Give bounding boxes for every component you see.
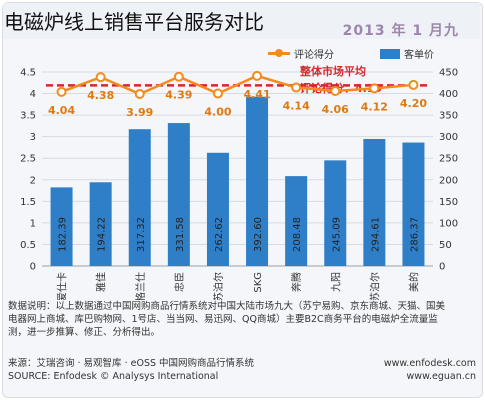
- score-point: [56, 86, 67, 97]
- score-point-label: 3.99: [126, 106, 153, 119]
- y-left-tick-label: 2: [30, 175, 36, 186]
- bar: [285, 176, 308, 266]
- score-point: [291, 82, 302, 93]
- reference-label-line-1: 整体市场平均: [299, 64, 366, 78]
- bar-value-label: 317.32: [136, 217, 147, 252]
- bar-value-label: 182.39: [58, 217, 69, 252]
- score-line: [61, 74, 414, 96]
- x-tick-label: 苏泊尔: [212, 272, 225, 300]
- source-row-2: SOURCE: Enfodesk © Analysys Internationa…: [8, 370, 476, 383]
- score-point: [212, 88, 223, 99]
- bar-value-label: 392.60: [253, 217, 264, 252]
- bar-line-chart: 0 0.5 1 1.5 2 2.5 3 3.5 4 4.5 0 50 100 150 200 250 300 35…: [20, 64, 458, 300]
- legend-item-score: 评论得分: [268, 46, 334, 61]
- chart-period: 2013 年 1 月九: [342, 23, 459, 39]
- legend-price-label: 客单价: [404, 50, 434, 61]
- y-right-tick-label: 400: [439, 89, 458, 100]
- x-tick-label: SKG: [253, 272, 264, 293]
- bar-value-label: 208.48: [292, 217, 303, 252]
- x-tick-label: 美的: [407, 272, 420, 292]
- score-point-label: 4.38: [87, 89, 114, 102]
- y-right-tick-label: 350: [439, 111, 458, 122]
- bar: [324, 160, 347, 266]
- bar-value-label: 294.61: [370, 217, 381, 252]
- score-point: [330, 85, 341, 96]
- score-point-label: 4.12: [361, 100, 388, 113]
- legend: 评论得分 客单价: [0, 44, 485, 61]
- score-point-label: 4.00: [204, 106, 231, 119]
- y-right-tick-label: 100: [439, 218, 458, 229]
- source-block: 来源：艾瑞咨询 · 易观智库 · eOSS 中国网购商品行情系统 www.enf…: [8, 357, 476, 383]
- bar: [50, 187, 73, 266]
- y-right-tick-label: 200: [439, 175, 458, 186]
- bar: [167, 123, 190, 266]
- score-point-label: 4.39: [165, 89, 192, 102]
- y-left-tick-label: 4: [30, 89, 36, 100]
- score-point: [369, 83, 380, 94]
- y-left-tick-label: 0.5: [20, 240, 36, 251]
- source-url-2[interactable]: www.eguan.cn: [406, 371, 476, 382]
- source-url-1[interactable]: www.enfodesk.com: [383, 358, 476, 369]
- footnote-line-1: 数据说明：以上数据通过中国网购商品行情系统对中国大陆市场九大（苏宁易购、京东商城…: [8, 301, 446, 312]
- y-right-tick-label: 450: [439, 68, 458, 79]
- footnote-line-3: 测，进一步推算、修正、分析得出。: [8, 327, 161, 338]
- bar-value-label: 262.62: [214, 217, 225, 252]
- y-right-tick-label: 300: [439, 132, 458, 143]
- bar: [89, 182, 112, 266]
- legend-bar-swatch: [380, 48, 400, 59]
- page-title: 电磁炉线上销售平台服务对比: [4, 10, 264, 34]
- score-point-label: 4.06: [322, 103, 349, 116]
- y-left-tick-label: 3: [30, 132, 36, 143]
- x-tick-label: 忠臣: [174, 272, 186, 292]
- header-strip: [3, 3, 480, 39]
- bar: [206, 152, 229, 266]
- y-left-tick-label: 1.5: [20, 197, 36, 208]
- legend-score-label: 评论得分: [294, 50, 334, 61]
- y-right-tick-label: 250: [439, 154, 458, 165]
- bar: [128, 129, 151, 266]
- legend-line-swatch: [268, 49, 290, 57]
- score-point-label: 4.04: [48, 104, 75, 117]
- y-left-tick-label: 4.5: [20, 68, 36, 79]
- source-text: 来源：艾瑞咨询 · 易观智库 · eOSS 中国网购商品行情系统: [8, 358, 255, 369]
- y-left-tick-label: 0: [30, 262, 36, 273]
- footnote-line-2: 电器网上商城、库巴购物网、1号店、当当网、易迅网、QQ商城）主要B2C商务平台的…: [8, 314, 438, 325]
- score-point-label: 4.14: [283, 100, 310, 113]
- x-tick-label: 奔腾: [290, 272, 303, 292]
- score-point-label: 4.41: [243, 88, 270, 101]
- x-tick-label: 雅佳: [95, 272, 108, 292]
- legend-item-price: 客单价: [380, 46, 434, 61]
- x-tick-label: 格兰仕: [134, 272, 147, 300]
- y-left-tick-label: 1: [30, 218, 36, 229]
- score-point: [134, 88, 145, 99]
- score-point: [95, 72, 106, 83]
- bar: [246, 96, 269, 266]
- bar-value-label: 286.37: [409, 217, 420, 252]
- source-row-1: 来源：艾瑞咨询 · 易观智库 · eOSS 中国网购商品行情系统 www.enf…: [8, 357, 476, 370]
- y-right-tick-label: 50: [439, 240, 452, 251]
- x-tick-label: 爱仕卡: [56, 272, 69, 300]
- bar-value-label: 245.09: [331, 217, 342, 252]
- y-left-tick-label: 2.5: [20, 154, 36, 165]
- score-point: [408, 79, 419, 90]
- x-tick-label: 苏泊尔: [368, 272, 381, 300]
- footnote: 数据说明：以上数据通过中国网购商品行情系统对中国大陆市场九大（苏宁易购、京东商城…: [8, 300, 476, 339]
- y-left-tick-label: 3.5: [20, 111, 36, 122]
- bar: [402, 142, 425, 266]
- bar-value-label: 194.22: [97, 217, 108, 252]
- x-tick-label: 九阳: [330, 272, 342, 292]
- score-point-label: 4.20: [400, 97, 427, 110]
- reference-label-line-2: 评论得分：4.19: [300, 81, 382, 95]
- score-point: [173, 71, 184, 82]
- y-right-tick-label: 0: [439, 262, 445, 273]
- bar-value-label: 331.58: [175, 217, 186, 252]
- y-right-tick-label: 150: [439, 197, 458, 208]
- source-copyright: SOURCE: Enfodesk © Analysys Internationa…: [8, 371, 219, 382]
- score-point: [252, 70, 263, 81]
- bar: [363, 138, 386, 266]
